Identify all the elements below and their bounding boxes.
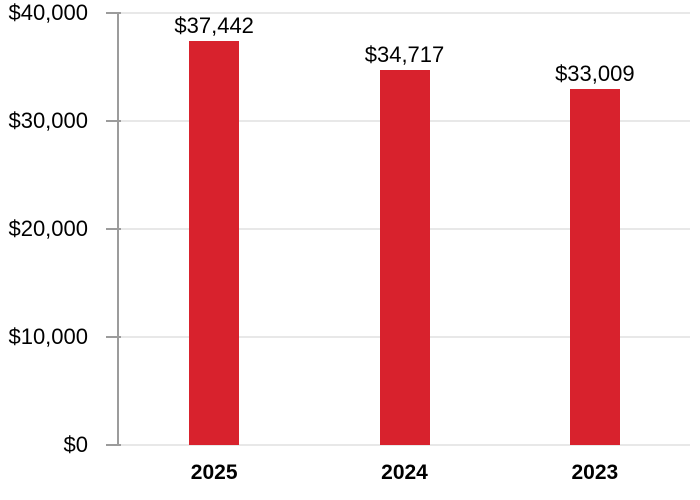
bar [569, 88, 620, 445]
y-axis-label: $0 [63, 432, 88, 457]
bar [379, 70, 430, 445]
gridline [119, 12, 690, 14]
x-axis-label: 2025 [190, 461, 238, 484]
bar-value-label: $37,442 [174, 12, 254, 38]
plot-area: $37,442 $34,717 $33,009 [106, 12, 690, 446]
x-axis-label: 2024 [381, 461, 428, 484]
bar-value-label: $34,717 [364, 42, 445, 68]
y-axis-tick [106, 120, 121, 122]
y-axis-label: $20,000 [8, 216, 88, 241]
y-axis-tick [106, 12, 121, 14]
y-axis-tick [106, 336, 121, 338]
y-axis-label: $30,000 [8, 108, 88, 133]
y-axis-tick [106, 228, 121, 230]
gridline [119, 444, 690, 446]
bar-value-label: $33,009 [555, 60, 635, 86]
y-axis-label: $40,000 [8, 0, 88, 25]
x-axis-label: 2023 [571, 461, 619, 484]
y-axis-label: $10,000 [8, 324, 88, 349]
y-axis-tick [106, 444, 121, 446]
bar [189, 40, 240, 445]
